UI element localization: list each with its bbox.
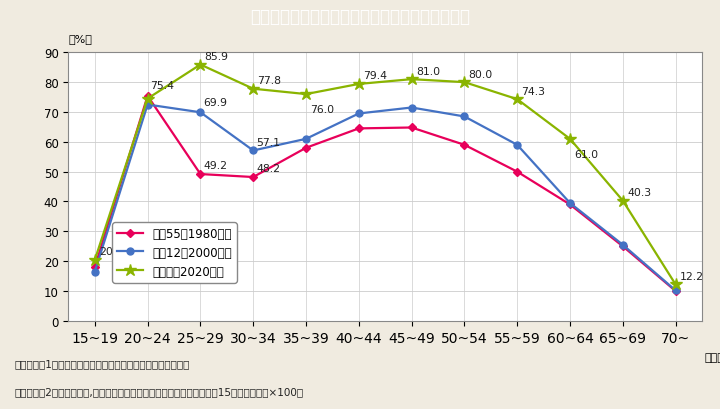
Text: 2．労働力率は,「労働力人口（就業者＋完全失業者）」／「15歳以上人口」×100。: 2．労働力率は,「労働力人口（就業者＋完全失業者）」／「15歳以上人口」×100… [14, 387, 304, 396]
昭和55（1980）年 [143, 94, 152, 99]
平成12（2000）年 [566, 201, 575, 206]
昭和55（1980）年 [196, 172, 204, 177]
Text: 69.9: 69.9 [203, 98, 228, 108]
Text: 77.8: 77.8 [257, 76, 282, 86]
平成12（2000）年 [91, 270, 99, 274]
昭和55（1980）年 [671, 289, 680, 294]
Text: （備考）　1．総務省「労働力調査（基本集計）」より作成。: （備考） 1．総務省「労働力調査（基本集計）」より作成。 [14, 358, 190, 368]
Text: 40.3: 40.3 [627, 188, 651, 198]
令和２（2020）年 [249, 87, 258, 92]
Text: 61.0: 61.0 [574, 150, 598, 160]
Text: 75.4: 75.4 [150, 80, 174, 90]
平成12（2000）年 [408, 106, 416, 111]
Line: 昭和55（1980）年: 昭和55（1980）年 [92, 94, 678, 294]
平成12（2000）年 [513, 143, 521, 148]
令和２（2020）年 [671, 282, 680, 287]
平成12（2000）年 [618, 243, 627, 247]
昭和55（1980）年 [249, 175, 258, 180]
昭和55（1980）年 [566, 202, 575, 207]
昭和55（1980）年 [513, 170, 521, 175]
平成12（2000）年 [354, 112, 363, 117]
Text: 79.4: 79.4 [363, 71, 387, 81]
Text: 57.1: 57.1 [256, 137, 280, 148]
Text: 20.4: 20.4 [99, 247, 123, 257]
平成12（2000）年 [249, 148, 258, 153]
昭和55（1980）年 [91, 265, 99, 270]
昭和55（1980）年 [408, 126, 416, 130]
昭和55（1980）年 [460, 143, 469, 148]
Legend: 昭和55（1980）年, 平成12（2000）年, 令和２（2020）年: 昭和55（1980）年, 平成12（2000）年, 令和２（2020）年 [112, 223, 237, 283]
昭和55（1980）年 [302, 146, 310, 151]
平成12（2000）年 [196, 110, 204, 115]
令和２（2020）年 [618, 199, 627, 204]
令和２（2020）年 [196, 63, 204, 68]
Text: 49.2: 49.2 [203, 161, 228, 171]
令和２（2020）年 [302, 92, 310, 97]
Line: 令和２（2020）年: 令和２（2020）年 [89, 59, 682, 291]
令和２（2020）年 [91, 258, 99, 263]
Text: 80.0: 80.0 [469, 70, 492, 79]
令和２（2020）年 [143, 97, 152, 102]
Text: （%）: （%） [68, 34, 92, 44]
平成12（2000）年 [671, 288, 680, 293]
令和２（2020）年 [408, 77, 416, 82]
Text: 76.0: 76.0 [310, 105, 334, 115]
令和２（2020）年 [566, 137, 575, 142]
Text: 85.9: 85.9 [204, 52, 228, 62]
Line: 平成12（2000）年: 平成12（2000）年 [91, 102, 679, 294]
令和２（2020）年 [460, 81, 469, 85]
令和２（2020）年 [354, 82, 363, 87]
Text: 48.2: 48.2 [256, 164, 280, 174]
Text: Ｉ－２－４図　女性の年齢階級別労働力率の推移: Ｉ－２－４図 女性の年齢階級別労働力率の推移 [250, 8, 470, 26]
Text: 12.2: 12.2 [680, 271, 703, 281]
昭和55（1980）年 [618, 244, 627, 249]
令和２（2020）年 [513, 97, 521, 102]
平成12（2000）年 [302, 137, 310, 142]
平成12（2000）年 [143, 103, 152, 108]
Text: 74.3: 74.3 [521, 86, 545, 97]
昭和55（1980）年 [354, 127, 363, 132]
Text: 81.0: 81.0 [415, 66, 440, 76]
Text: （歳）: （歳） [705, 352, 720, 362]
平成12（2000）年 [460, 115, 469, 119]
